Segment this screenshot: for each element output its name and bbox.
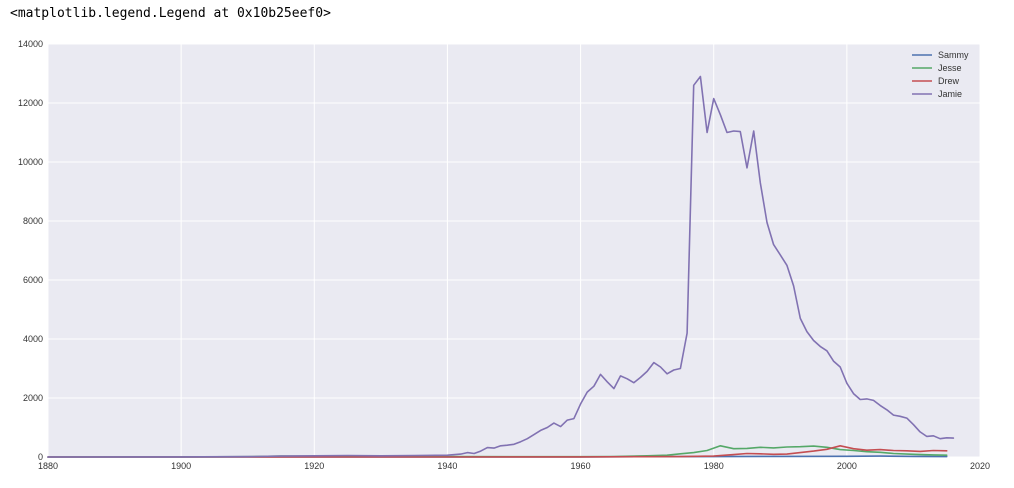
x-tick-label: 1960 <box>571 461 591 471</box>
x-tick-label: 2020 <box>970 461 990 471</box>
x-tick-label: 1940 <box>437 461 457 471</box>
legend-label-jamie: Jamie <box>938 89 962 99</box>
x-tick-label: 1880 <box>38 461 58 471</box>
y-tick-label: 8000 <box>23 216 43 226</box>
plot-background <box>48 44 980 457</box>
y-tick-label: 2000 <box>23 393 43 403</box>
y-tick-label: 4000 <box>23 334 43 344</box>
legend: Sammy Jesse Drew Jamie <box>912 50 969 99</box>
y-tick-label: 14000 <box>18 39 43 49</box>
x-axis-ticks: 1880 1900 1920 1940 1960 1980 2000 2020 <box>38 461 990 471</box>
output-repr-text: <matplotlib.legend.Legend at 0x10b25eef0… <box>10 6 331 21</box>
legend-label-jesse: Jesse <box>938 63 962 73</box>
series-lines <box>47 75 955 458</box>
x-tick-label: 1920 <box>304 461 324 471</box>
x-tick-label: 2000 <box>837 461 857 471</box>
series-line-jamie <box>47 75 955 458</box>
y-tick-label: 12000 <box>18 98 43 108</box>
y-axis-ticks: 0 2000 4000 6000 8000 10000 12000 14000 <box>18 39 43 462</box>
series-line-drew <box>47 444 948 458</box>
x-tick-label: 1980 <box>704 461 724 471</box>
legend-label-drew: Drew <box>938 76 960 86</box>
y-tick-label: 6000 <box>23 275 43 285</box>
x-tick-label: 1900 <box>171 461 191 471</box>
y-tick-label: 0 <box>38 452 43 462</box>
y-tick-label: 10000 <box>18 157 43 167</box>
legend-label-sammy: Sammy <box>938 50 969 60</box>
